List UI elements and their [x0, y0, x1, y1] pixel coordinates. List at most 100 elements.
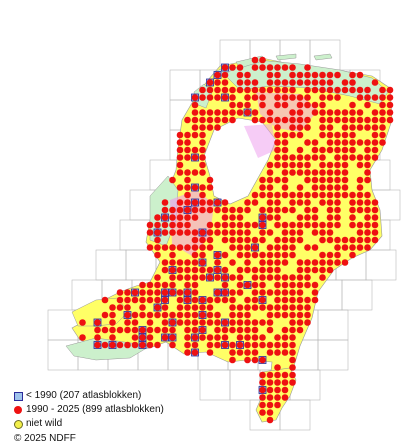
record-recent-dot: [169, 251, 176, 259]
record-recent-dot: [259, 94, 266, 101]
record-recent-dot: [364, 86, 371, 94]
record-recent-dot: [244, 281, 251, 289]
record-recent-dot: [281, 139, 289, 146]
record-recent-dot: [364, 236, 371, 244]
record-recent-dot: [199, 94, 206, 101]
record-recent-dot: [116, 326, 124, 334]
record-recent-dot: [259, 221, 266, 229]
record-recent-dot: [236, 311, 244, 319]
record-recent-dot: [356, 109, 364, 116]
record-recent-dot: [311, 86, 319, 94]
record-recent-dot: [169, 281, 176, 289]
red-dot-icon: [14, 406, 22, 414]
record-recent-dot: [281, 116, 289, 124]
record-recent-dot: [274, 79, 281, 86]
record-recent-dot: [334, 109, 341, 116]
record-recent-dot: [154, 341, 161, 349]
record-recent-dot: [236, 266, 244, 274]
record-recent-dot: [161, 334, 169, 341]
record-recent-dot: [281, 281, 289, 289]
record-recent-dot: [199, 296, 206, 304]
record-recent-dot: [364, 116, 371, 124]
record-recent-dot: [206, 341, 214, 349]
record-recent-dot: [274, 154, 281, 161]
record-recent-dot: [139, 289, 146, 296]
record-recent-dot: [191, 251, 199, 259]
record-recent-dot: [199, 274, 206, 281]
record-recent-dot: [274, 296, 281, 304]
record-recent-dot: [259, 379, 266, 386]
record-recent-dot: [341, 161, 349, 169]
record-recent-dot: [154, 236, 161, 244]
record-recent-dot: [176, 146, 184, 154]
record-recent-dot: [274, 311, 281, 319]
record-recent-dot: [296, 221, 304, 229]
record-recent-dot: [206, 304, 214, 311]
record-recent-dot: [161, 206, 169, 214]
record-recent-dot: [304, 116, 311, 124]
record-recent-dot: [319, 266, 326, 274]
record-recent-dot: [259, 206, 266, 214]
record-recent-dot: [371, 206, 379, 214]
record-recent-dot: [281, 221, 289, 229]
record-recent-dot: [259, 356, 266, 364]
record-recent-dot: [221, 214, 229, 221]
record-recent-dot: [304, 154, 311, 161]
record-recent-dot: [281, 86, 289, 94]
record-recent-dot: [296, 214, 304, 221]
record-recent-dot: [274, 221, 281, 229]
record-recent-dot: [371, 109, 379, 116]
record-recent-dot: [296, 319, 304, 326]
record-recent-dot: [139, 326, 146, 334]
legend-label-cultivated: niet wild: [26, 418, 63, 429]
record-recent-dot: [319, 101, 326, 109]
record-recent-dot: [191, 116, 199, 124]
record-recent-dot: [274, 94, 281, 101]
record-recent-dot: [214, 289, 221, 296]
record-recent-dot: [229, 349, 236, 356]
record-recent-dot: [386, 94, 394, 101]
record-recent-dot: [379, 86, 386, 94]
record-recent-dot: [236, 229, 244, 236]
record-recent-dot: [349, 139, 356, 146]
record-recent-dot: [311, 289, 319, 296]
record-recent-dot: [334, 221, 341, 229]
record-recent-dot: [191, 146, 199, 154]
record-recent-dot: [349, 251, 356, 259]
record-recent-dot: [326, 131, 334, 139]
record-recent-dot: [139, 281, 146, 289]
record-recent-dot: [214, 124, 221, 131]
record-recent-dot: [229, 64, 236, 71]
record-recent-dot: [259, 296, 266, 304]
record-recent-dot: [311, 206, 319, 214]
record-recent-dot: [326, 199, 334, 206]
record-recent-dot: [199, 184, 206, 191]
record-recent-dot: [296, 169, 304, 176]
record-recent-dot: [304, 79, 311, 86]
record-recent-dot: [206, 176, 214, 184]
record-recent-dot: [304, 169, 311, 176]
record-recent-dot: [154, 311, 161, 319]
atlas-grid-cell: [365, 249, 397, 281]
record-recent-dot: [326, 236, 334, 244]
land-area-north-holland-wet: [244, 124, 276, 158]
record-recent-dot: [199, 236, 206, 244]
record-recent-dot: [184, 266, 191, 274]
record-recent-dot: [191, 244, 199, 251]
record-recent-dot: [386, 116, 394, 124]
record-recent-dot: [244, 304, 251, 311]
record-recent-dot: [289, 281, 296, 289]
record-recent-dot: [184, 319, 191, 326]
record-recent-dot: [326, 221, 334, 229]
record-recent-dot: [379, 124, 386, 131]
record-recent-dot: [266, 349, 274, 356]
record-recent-dot: [319, 131, 326, 139]
record-recent-dot: [334, 214, 341, 221]
record-recent-dot: [334, 94, 341, 101]
record-recent-dot: [304, 259, 311, 266]
record-recent-dot: [251, 191, 259, 199]
record-recent-dot: [229, 94, 236, 101]
record-recent-dot: [274, 214, 281, 221]
record-recent-dot: [341, 169, 349, 176]
record-recent-dot: [221, 109, 229, 116]
